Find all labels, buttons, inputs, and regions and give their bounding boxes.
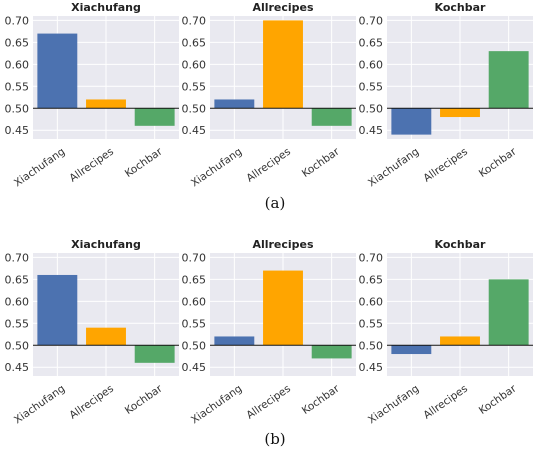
y-tick-label-3: 0.55	[182, 317, 207, 330]
x-tick-label-xiachufang: Xiachufang	[12, 146, 67, 190]
panel-title: Allrecipes	[252, 238, 314, 251]
y-tick-label-4: 0.60	[5, 58, 30, 71]
y-tick-label-4: 0.60	[182, 295, 207, 308]
bar-xiachufang	[391, 345, 432, 355]
y-tick-label-2: 0.50	[182, 339, 207, 352]
y-tick-label-4: 0.60	[359, 58, 384, 71]
chart-panel-b-1: Xiachufang 0.45 0.50 0.55 0.60 0.65 0.70 Xiachu…	[5, 238, 179, 427]
y-tick-label-1: 0.45	[182, 361, 207, 374]
bar-kochbar	[134, 345, 175, 363]
bar-kochbar	[311, 108, 352, 126]
y-tick-label-3: 0.55	[182, 80, 207, 93]
y-tick-label-3: 0.55	[359, 80, 384, 93]
caption-b: (b)	[264, 430, 285, 448]
bar-kochbar	[134, 108, 175, 126]
y-tick-label-6: 0.70	[5, 14, 30, 27]
bar-xiachufang	[214, 99, 255, 109]
bar-allrecipes	[86, 327, 126, 346]
x-tick-label-kochbar: Kochbar	[123, 145, 165, 180]
caption-a: (a)	[265, 194, 286, 212]
x-tick-label-xiachufang: Xiachufang	[366, 146, 421, 190]
x-tick-label-kochbar: Kochbar	[477, 145, 519, 180]
panel-title: Allrecipes	[252, 1, 314, 14]
panel-title: Kochbar	[435, 238, 487, 251]
y-tick-label-4: 0.60	[359, 295, 384, 308]
y-tick-label-1: 0.45	[5, 361, 30, 374]
bar-allrecipes	[440, 108, 480, 118]
x-tick-label-allrecipes: Allrecipes	[244, 383, 293, 422]
y-tick-label-2: 0.50	[5, 339, 30, 352]
y-tick-label-2: 0.50	[182, 102, 207, 115]
y-tick-label-5: 0.65	[182, 273, 207, 286]
y-tick-label-5: 0.65	[5, 273, 30, 286]
chart-panel-b-3: Kochbar 0.45 0.50 0.55 0.60 0.65 0.70 Xiachufan…	[359, 238, 533, 427]
y-tick-label-3: 0.55	[5, 317, 30, 330]
bar-xiachufang	[37, 274, 78, 346]
x-tick-label-kochbar: Kochbar	[477, 382, 519, 417]
bar-allrecipes	[86, 99, 126, 109]
bar-xiachufang	[37, 33, 78, 109]
y-tick-label-2: 0.50	[359, 339, 384, 352]
y-tick-label-2: 0.50	[359, 102, 384, 115]
x-tick-label-allrecipes: Allrecipes	[67, 146, 116, 185]
x-tick-label-allrecipes: Allrecipes	[421, 383, 470, 422]
y-tick-label-1: 0.45	[359, 361, 384, 374]
x-tick-label-kochbar: Kochbar	[300, 382, 342, 417]
y-tick-label-2: 0.50	[5, 102, 30, 115]
y-tick-label-6: 0.70	[182, 251, 207, 264]
panel-title: Kochbar	[435, 1, 487, 14]
bar-xiachufang	[391, 108, 432, 135]
y-tick-label-6: 0.70	[5, 251, 30, 264]
chart-panel-a-1: Xiachufang 0.45 0.50 0.55 0.60 0.65 0.70 Xiachu…	[5, 1, 179, 190]
y-tick-label-6: 0.70	[359, 14, 384, 27]
bar-allrecipes	[263, 20, 303, 109]
chart-panel-b-2: Allrecipes 0.45 0.50 0.55 0.60 0.65 0.70 Xiachu…	[182, 238, 356, 427]
y-tick-label-3: 0.55	[5, 80, 30, 93]
x-tick-label-xiachufang: Xiachufang	[366, 383, 421, 427]
x-tick-label-xiachufang: Xiachufang	[12, 383, 67, 427]
y-tick-label-5: 0.65	[182, 36, 207, 49]
x-tick-label-kochbar: Kochbar	[300, 145, 342, 180]
bar-allrecipes	[440, 336, 480, 346]
chart-panel-a-3: Kochbar 0.45 0.50 0.55 0.60 0.65 0.70 Xiachufan…	[359, 1, 533, 190]
bar-kochbar	[488, 279, 529, 346]
y-tick-label-3: 0.55	[359, 317, 384, 330]
bar-kochbar	[488, 51, 529, 109]
bar-allrecipes	[263, 270, 303, 346]
y-tick-label-5: 0.65	[359, 36, 384, 49]
chart-panel-a-2: Allrecipes 0.45 0.50 0.55 0.60 0.65 0.70 Xiachu…	[182, 1, 356, 190]
x-tick-label-allrecipes: Allrecipes	[244, 146, 293, 185]
x-tick-label-xiachufang: Xiachufang	[189, 383, 244, 427]
y-tick-label-4: 0.60	[5, 295, 30, 308]
y-tick-label-1: 0.45	[359, 124, 384, 137]
x-tick-label-allrecipes: Allrecipes	[67, 383, 116, 422]
chart-panels: Xiachufang 0.45 0.50 0.55 0.60 0.65 0.70 Xiachu…	[5, 1, 533, 427]
y-tick-label-6: 0.70	[359, 251, 384, 264]
panel-title: Xiachufang	[71, 1, 141, 14]
y-tick-label-4: 0.60	[182, 58, 207, 71]
y-tick-label-6: 0.70	[182, 14, 207, 27]
bar-kochbar	[311, 345, 352, 359]
y-tick-label-5: 0.65	[5, 36, 30, 49]
panel-title: Xiachufang	[71, 238, 141, 251]
y-tick-label-5: 0.65	[359, 273, 384, 286]
bar-xiachufang	[214, 336, 255, 346]
y-tick-label-1: 0.45	[5, 124, 30, 137]
x-tick-label-xiachufang: Xiachufang	[189, 146, 244, 190]
x-tick-label-allrecipes: Allrecipes	[421, 146, 470, 185]
x-tick-label-kochbar: Kochbar	[123, 382, 165, 417]
y-tick-label-1: 0.45	[182, 124, 207, 137]
